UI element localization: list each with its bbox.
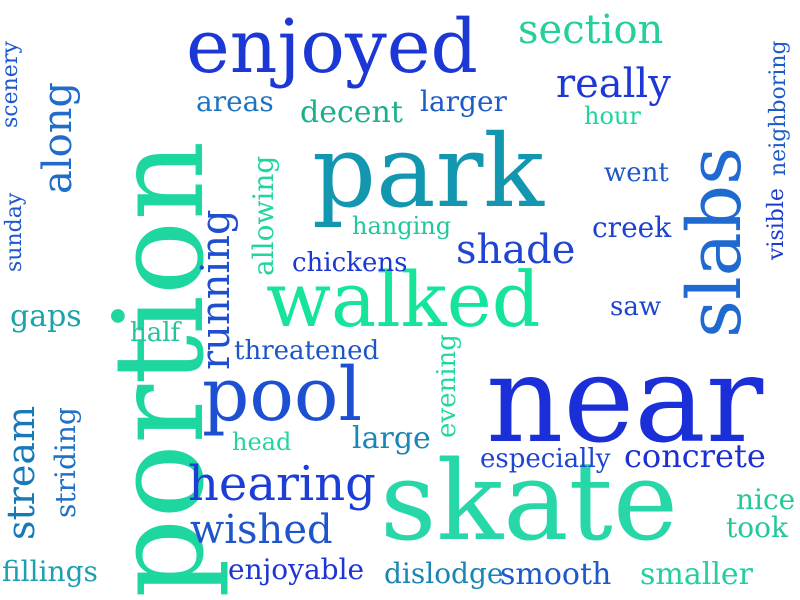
word-allowing: allowing xyxy=(247,155,280,276)
word-section: section xyxy=(518,7,664,53)
word-visible: visible xyxy=(764,188,789,260)
word-went: went xyxy=(604,158,669,188)
word-hanging: hanging xyxy=(352,212,452,240)
word-striding: striding xyxy=(49,407,82,518)
word-neighboring: neighboring xyxy=(766,40,791,176)
word-concrete: concrete xyxy=(624,437,766,475)
word-decent: decent xyxy=(300,95,403,130)
word-head: head xyxy=(232,428,292,456)
word-nice: nice xyxy=(736,483,796,516)
word-threatened: threatened xyxy=(234,336,380,366)
word-really: really xyxy=(556,61,671,107)
word-hour: hour xyxy=(584,102,641,130)
word-park: park xyxy=(312,113,545,230)
word-creek: creek xyxy=(592,211,672,244)
word-scenery: scenery xyxy=(0,41,23,128)
word-large: large xyxy=(352,421,431,456)
word-shade: shade xyxy=(456,227,576,273)
word-skate: skate xyxy=(380,437,678,565)
word-running: running xyxy=(193,209,239,370)
word-took: took xyxy=(726,511,788,544)
word-fillings: fillings xyxy=(2,555,98,588)
word-hearing: hearing xyxy=(188,456,376,512)
word-especially: especially xyxy=(480,444,611,474)
word-chickens: chickens xyxy=(292,248,408,278)
word-enjoyed: enjoyed xyxy=(186,4,478,90)
word-gaps: gaps xyxy=(10,299,82,334)
word-slabs: slabs xyxy=(672,146,758,338)
word-areas: areas xyxy=(196,85,274,118)
word-stream: stream xyxy=(0,405,43,540)
word-larger: larger xyxy=(420,85,507,118)
word-enjoyable: enjoyable xyxy=(228,553,365,586)
word-half: half xyxy=(130,318,181,348)
word-evening: evening xyxy=(432,334,462,438)
word-near: near xyxy=(486,331,764,470)
word-smooth: smooth xyxy=(500,557,612,592)
word-dislodge: dislodge xyxy=(384,557,504,590)
word-wished: wished xyxy=(190,507,333,553)
word-smaller: smaller xyxy=(640,557,754,592)
word-saw: saw xyxy=(610,292,662,322)
word-sunday: sunday xyxy=(2,192,27,272)
word-along: along xyxy=(35,81,81,194)
word-pool: pool xyxy=(202,352,363,438)
word-walked: walked xyxy=(266,255,541,344)
